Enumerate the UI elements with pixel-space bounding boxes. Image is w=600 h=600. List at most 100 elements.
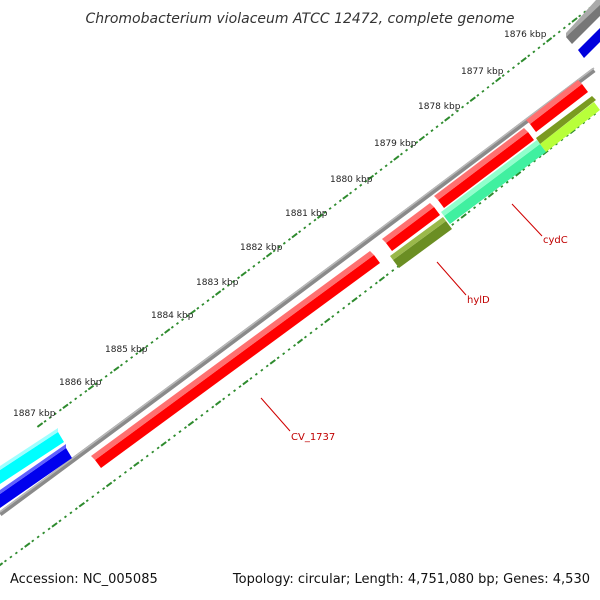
minor-tick (282, 352, 286, 356)
minor-tick (476, 93, 480, 97)
minor-tick (69, 401, 73, 405)
gene-feature-red[interactable] (530, 84, 588, 132)
minor-tick (205, 409, 209, 413)
minor-tick (435, 125, 439, 129)
minor-tick (587, 117, 591, 121)
minor-tick (309, 331, 313, 335)
minor-tick (231, 280, 235, 284)
minor-tick (384, 164, 388, 168)
gene-label-cv-1737[interactable]: CV_1737 (291, 432, 335, 443)
minor-tick (173, 434, 177, 438)
major-tick (569, 128, 576, 135)
gene-feature-seafoam-top (441, 140, 540, 216)
minor-tick (320, 323, 324, 327)
gene-feature-seafoam[interactable] (444, 144, 546, 224)
major-tick (324, 317, 331, 324)
gene-feature-gray[interactable] (566, 5, 600, 44)
minor-tick (567, 22, 571, 26)
leader-line (436, 261, 467, 296)
minor-tick (221, 287, 225, 291)
gene-feature-red-top (91, 251, 374, 460)
major-tick (542, 149, 549, 156)
major-tick (342, 194, 349, 200)
minor-tick (461, 105, 465, 109)
tick-label: 1887 kbp (13, 409, 56, 419)
tick-label: 1880 kbp (330, 175, 373, 185)
features-inner-strand (390, 96, 600, 268)
gene-label-cydc[interactable]: cydC (543, 235, 568, 246)
minor-tick (31, 539, 35, 543)
minor-tick (125, 359, 129, 363)
gene-label-hyld[interactable]: hylD (467, 295, 490, 306)
minor-tick (194, 417, 198, 421)
gene-feature-blue[interactable] (578, 28, 600, 58)
minor-tick (456, 218, 460, 222)
minor-tick (53, 412, 57, 416)
minor-tick (145, 454, 149, 458)
minor-tick (338, 199, 342, 203)
minor-tick (538, 155, 542, 159)
minor-tick (36, 535, 40, 539)
minor-tick (254, 372, 258, 376)
minor-tick (511, 66, 515, 70)
major-tick (215, 290, 222, 296)
minor-tick (196, 306, 200, 310)
major-tick (269, 359, 276, 365)
minor-tick (537, 46, 541, 50)
minor-tick (156, 446, 160, 450)
minor-tick (260, 368, 264, 372)
gene-feature-red[interactable] (438, 132, 534, 208)
features-outer-strand (0, 0, 600, 508)
minor-tick (549, 146, 553, 150)
minor-tick (155, 337, 159, 341)
major-tick (189, 309, 196, 315)
minor-tick (399, 152, 403, 156)
tick-label: 1885 kbp (105, 345, 148, 355)
minor-tick (501, 74, 505, 78)
minor-tick (473, 206, 477, 210)
minor-tick (506, 70, 510, 74)
minor-tick (511, 176, 515, 180)
minor-tick (391, 269, 395, 273)
gene-feature-blue[interactable] (0, 448, 72, 508)
minor-tick (333, 203, 337, 207)
genome-backbone (0, 68, 596, 517)
minor-tick (517, 62, 521, 66)
minor-tick (84, 389, 88, 393)
gene-feature-olive-dark[interactable] (536, 96, 596, 144)
minor-tick (425, 133, 429, 137)
minor-tick (303, 335, 307, 339)
minor-tick (374, 172, 378, 176)
gene-feature-light-olive[interactable] (540, 102, 600, 152)
major-tick (571, 17, 578, 23)
minor-tick (323, 210, 327, 214)
minor-tick (527, 54, 531, 58)
major-tick (164, 328, 171, 334)
tick-labels: 1876 kbp 1877 kbp 1878 kbp 1879 kbp 1880… (13, 30, 547, 419)
minor-tick (576, 125, 580, 129)
minor-tick (582, 121, 586, 125)
minor-tick (405, 148, 409, 152)
tick-label: 1882 kbp (240, 243, 283, 253)
minor-tick (226, 283, 230, 287)
gene-feature-dark-olive[interactable] (393, 221, 452, 268)
minor-tick (554, 142, 558, 146)
major-tick (187, 420, 195, 427)
minor-tick (363, 289, 367, 293)
gene-feature-red[interactable] (95, 255, 380, 468)
minor-tick (257, 260, 261, 264)
minor-tick (135, 352, 139, 356)
minor-tick (450, 113, 454, 117)
gene-feature-red-top (434, 128, 528, 200)
minor-tick (201, 302, 205, 306)
major-tick (495, 76, 502, 83)
minor-tick (313, 218, 317, 222)
minor-tick (483, 197, 487, 201)
gene-feature-cyan[interactable] (0, 432, 64, 484)
tick-label: 1883 kbp (196, 278, 239, 288)
minor-tick (96, 491, 100, 495)
gene-feature-red[interactable] (386, 207, 440, 251)
minor-tick (415, 140, 419, 144)
tick-label: 1884 kbp (151, 311, 194, 321)
